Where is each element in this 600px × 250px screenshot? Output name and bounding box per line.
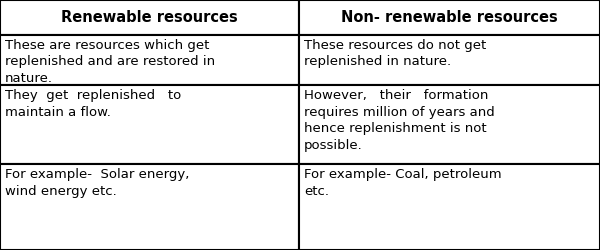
- Bar: [0, 0, 299, 34]
- Bar: [0, 164, 299, 250]
- Bar: [299, 164, 600, 250]
- Text: However,   their   formation
requires million of years and
hence replenishment i: However, their formation requires millio…: [304, 89, 494, 152]
- Text: Non- renewable resources: Non- renewable resources: [341, 10, 558, 25]
- Text: For example- Coal, petroleum
etc.: For example- Coal, petroleum etc.: [304, 168, 502, 198]
- Bar: [299, 34, 600, 84]
- Text: These are resources which get
replenished and are restored in
nature.: These are resources which get replenishe…: [5, 39, 215, 85]
- Bar: [0, 84, 299, 164]
- Text: They  get  replenished   to
maintain a flow.: They get replenished to maintain a flow.: [5, 89, 181, 118]
- Bar: [0, 34, 299, 84]
- Text: Renewable resources: Renewable resources: [61, 10, 238, 25]
- Bar: [299, 84, 600, 164]
- Text: These resources do not get
replenished in nature.: These resources do not get replenished i…: [304, 39, 486, 68]
- Text: For example-  Solar energy,
wind energy etc.: For example- Solar energy, wind energy e…: [5, 168, 189, 198]
- Bar: [299, 0, 600, 34]
